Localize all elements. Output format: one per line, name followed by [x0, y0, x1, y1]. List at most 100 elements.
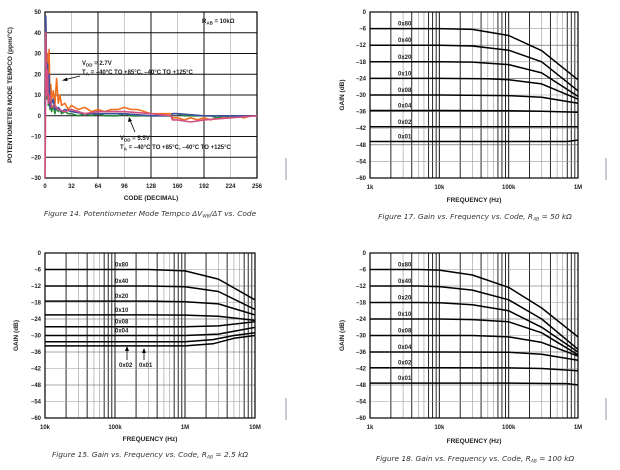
figure-caption: Figure 18. Gain vs. Frequency vs. Code, …	[376, 454, 575, 465]
x-axis-title: FREQUENCY (Hz)	[447, 438, 502, 445]
chart-fig15: 0 –6 –12 –18 –24 –30 –36 –42 –48 –54 –60 10k 100k 1M 1…	[13, 251, 287, 461]
series-label: 0x10	[115, 308, 129, 314]
series-line-0x08	[370, 334, 579, 357]
y-tick-label: –36	[356, 110, 367, 116]
y-tick-label: –18	[356, 60, 367, 66]
text-span: = 2.7V	[93, 61, 112, 67]
series-group	[45, 268, 256, 347]
text-span: = –40°C TO +85°C, –40°C TO +125°C	[89, 70, 194, 76]
y-axis-title: GAIN (dB)	[13, 320, 20, 351]
x-tick-label: 100k	[502, 185, 516, 191]
arrow-head-icon	[128, 117, 132, 122]
y-tick-label: –60	[356, 176, 367, 182]
y-tick-label: –42	[356, 126, 367, 132]
series-line-0x10	[45, 314, 256, 322]
y-tick-label: 0	[38, 114, 42, 120]
series-line-0x02	[45, 332, 256, 343]
text-span: /ΔT vs. Code	[209, 209, 257, 218]
y-tick-label: –60	[356, 416, 367, 422]
text-span: Figure 17. Gain vs. Frequency vs. Code, …	[378, 212, 533, 221]
series-line-0x01	[370, 139, 579, 143]
y-tick-label: 0	[38, 251, 42, 257]
series-line-0x80	[370, 268, 579, 338]
x-tick-label: 1k	[367, 185, 374, 191]
x-tick-label: 10k	[40, 425, 51, 431]
series-line-0x10	[370, 318, 579, 356]
y-axis-title: POTENTIOMETER MODE TEMPCO (ppm/°C)	[6, 27, 14, 163]
y-tick-label: –20	[31, 155, 42, 161]
series-label: 0x08	[115, 320, 129, 326]
series-line-0x01	[370, 382, 579, 386]
y-tick-label: 40	[34, 31, 41, 37]
y-tick-label: –42	[356, 367, 367, 373]
y-tick-label: –54	[356, 159, 367, 165]
document-id-mark	[605, 158, 607, 180]
annotation-arrow	[129, 119, 136, 133]
x-tick-label: 100k	[502, 425, 516, 431]
series-label: 0x10	[398, 71, 412, 77]
series-label: 0x04	[115, 329, 129, 335]
series-line-0x01	[45, 334, 256, 347]
series-label: 0x01	[398, 134, 412, 140]
y-tick-label: 0	[363, 251, 367, 257]
series-label: 0x40	[398, 279, 412, 285]
series-line-0x40	[45, 285, 256, 311]
series-line-0x04	[370, 351, 579, 362]
y-tick-label: 50	[34, 10, 41, 16]
y-tick-label: –12	[31, 284, 42, 290]
y-tick-label: –30	[31, 176, 42, 182]
series-label: 0x02	[398, 361, 412, 367]
x-tick-label: 1M	[574, 185, 582, 191]
series-line-0x40	[370, 44, 579, 92]
x-tick-label: 224	[225, 184, 236, 190]
series-line-0x04	[370, 109, 579, 113]
text-span: Figure 15. Gain vs. Frequency vs. Code, …	[52, 450, 207, 459]
series-label: 0x08	[398, 88, 412, 94]
series-line-0x80	[45, 268, 256, 301]
series-line-pink	[44, 31, 258, 179]
x-tick-label: 96	[121, 184, 128, 190]
x-tick-label: 160	[172, 184, 183, 190]
ta-annotation-low: TA = –40°C TO +85°C, –40°C TO +125°C	[82, 70, 194, 77]
x-tick-label: 10M	[249, 425, 261, 431]
x-axis-title: FREQUENCY (Hz)	[123, 436, 178, 443]
text-span: AB	[530, 459, 537, 465]
x-tick-label: 192	[199, 184, 210, 190]
series-label: 0x20	[398, 55, 412, 61]
y-tick-label: –12	[356, 43, 367, 49]
arrow-head-icon	[142, 348, 146, 353]
y-tick-label: 0	[363, 10, 367, 16]
text-span: = 10kΩ	[213, 19, 235, 25]
x-tick-label: 1M	[181, 425, 189, 431]
y-tick-label: –30	[31, 334, 42, 340]
y-tick-label: –60	[31, 416, 42, 422]
text-span: DD	[124, 138, 131, 143]
y-tick-label: –30	[356, 93, 367, 99]
x-tick-label: 10k	[434, 185, 445, 191]
series-line-0x08	[45, 321, 256, 328]
series-line-0x20	[370, 301, 579, 353]
series-line-0x08	[370, 94, 579, 105]
y-tick-label: –36	[356, 350, 367, 356]
text-span: = 2.5 kΩ	[213, 450, 248, 459]
text-span: AB	[206, 21, 213, 26]
series-label: 0x08	[398, 329, 412, 335]
series-label: 0x10	[398, 312, 412, 318]
text-span: = 50 kΩ	[539, 212, 572, 221]
y-tick-label: –6	[34, 268, 41, 274]
series-line-0x20	[45, 300, 256, 316]
y-tick-label: –48	[356, 383, 367, 389]
x-tick-label: 100k	[108, 425, 122, 431]
y-tick-label: –48	[356, 143, 367, 149]
ta-annotation-high: TA = –40°C TO +85°C, –40°C TO +125°C	[120, 145, 232, 152]
series-group	[44, 15, 258, 179]
label-0x02: 0x02	[119, 363, 133, 369]
text-span: WB	[202, 214, 210, 220]
arrow-head-icon	[62, 77, 68, 81]
document-id-mark	[285, 158, 287, 180]
figure-caption: Figure 14. Potentiometer Mode Tempco ΔVW…	[44, 209, 257, 220]
x-tick-label: 128	[146, 184, 157, 190]
text-span: T	[120, 145, 124, 151]
